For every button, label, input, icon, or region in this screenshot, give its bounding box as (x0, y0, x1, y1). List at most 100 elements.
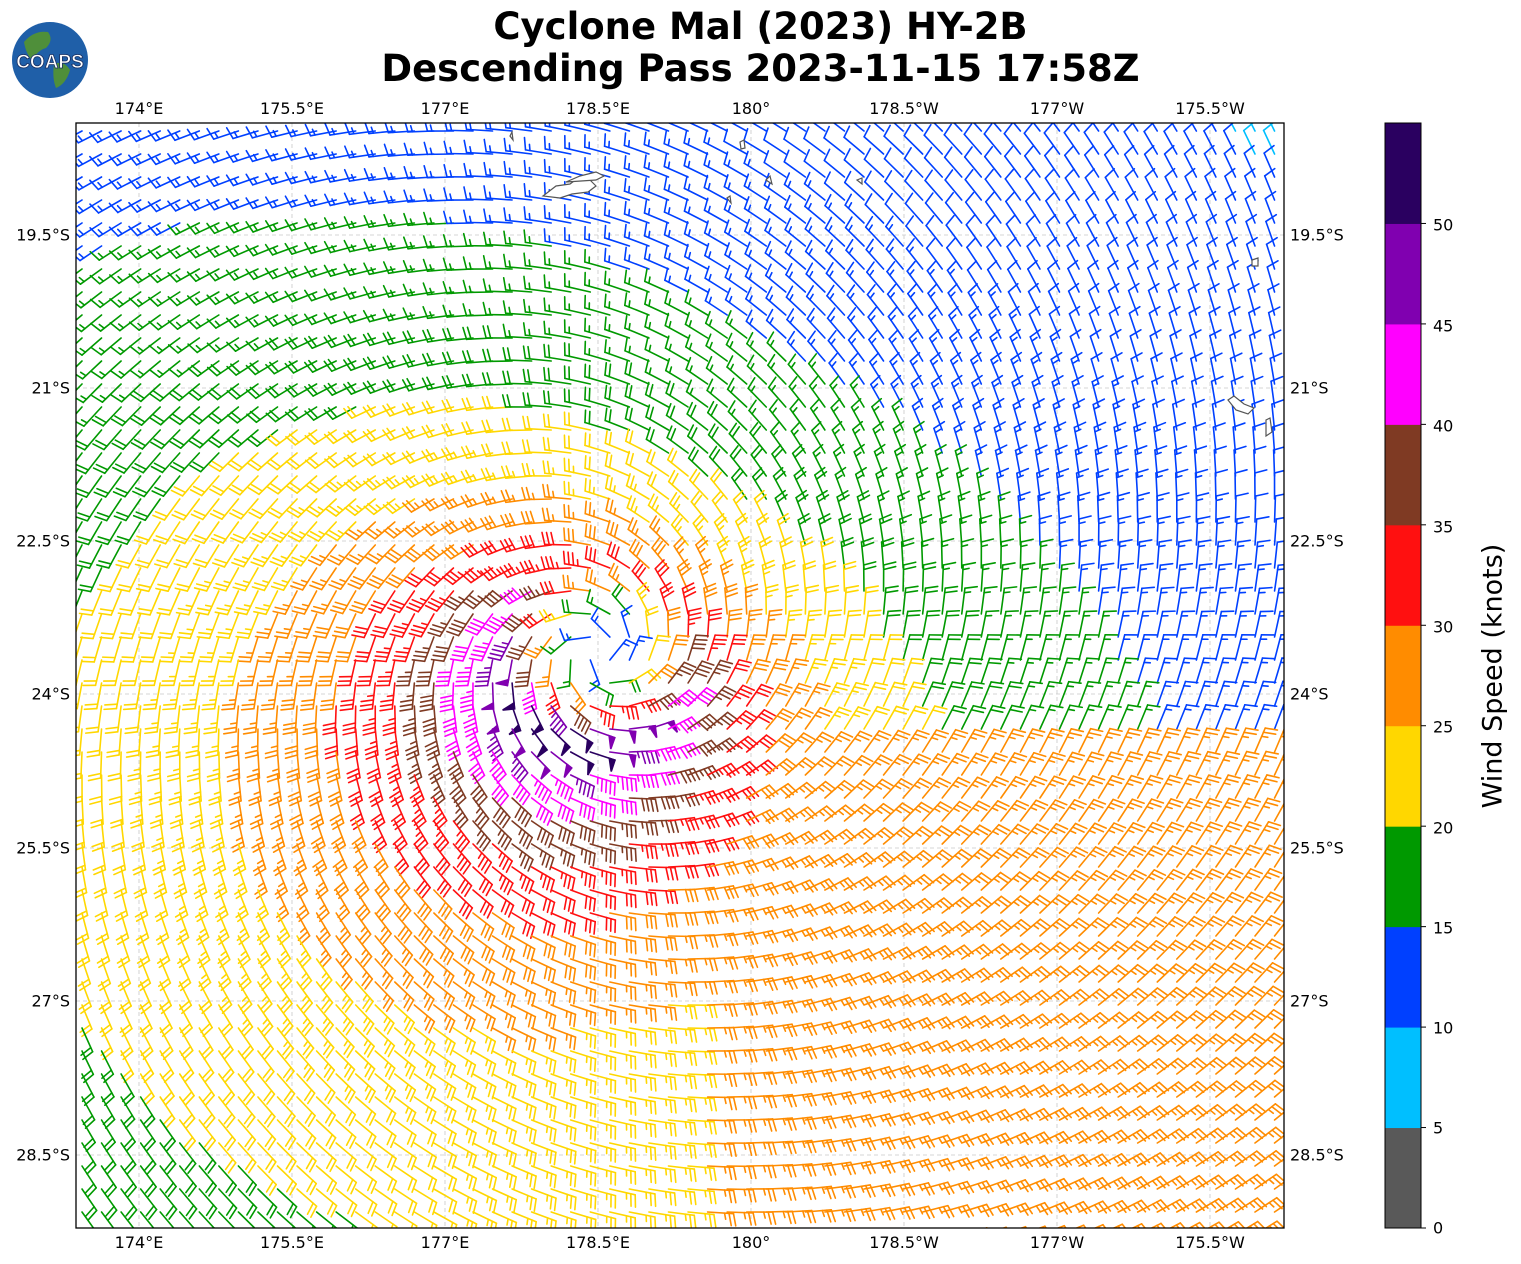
wind-barb (167, 176, 201, 189)
wind-barb-full (291, 556, 305, 563)
wind-barb-full (593, 548, 597, 563)
wind-barb-half (79, 324, 86, 330)
wind-barb (1044, 168, 1061, 201)
wind-barb (422, 544, 455, 562)
wind-barb-full (481, 372, 487, 386)
wind-barb (704, 265, 728, 293)
wind-barb-half (331, 127, 336, 136)
wind-barb-full (605, 519, 611, 534)
wind-barb-full (132, 490, 145, 498)
wind-barb (76, 199, 103, 215)
wind-barb-full (976, 467, 989, 475)
wind-barb-full (486, 348, 492, 363)
wind-barb-staff (1084, 176, 1100, 201)
wind-barb-staff (783, 138, 807, 155)
wind-barb-half (1010, 313, 1017, 320)
wind-barb-half (77, 158, 84, 165)
wind-barb-full (1024, 168, 1035, 180)
wind-barb (805, 285, 826, 316)
wind-barb-half (233, 272, 240, 279)
wind-barb-staff (1012, 123, 1022, 132)
wind-barb-full (135, 587, 150, 593)
wind-barb-full (265, 125, 273, 138)
wind-barb-full (521, 462, 527, 477)
wind-barb-full (52, 277, 62, 285)
wind-barb-full (684, 108, 686, 120)
wind-barb-full (763, 127, 769, 141)
wind-barb-half (1011, 359, 1019, 365)
wind-barb-full (1236, 515, 1250, 520)
wind-barb-half (836, 474, 843, 480)
wind-barb-half (628, 254, 631, 263)
wind-barb-half (311, 245, 317, 253)
wind-barb-full (115, 563, 129, 569)
wind-barb-full (903, 147, 912, 160)
wind-barb (206, 291, 240, 306)
wind-barb-full (307, 559, 321, 567)
wind-barb-staff (1183, 153, 1198, 178)
wind-barb-staff (1123, 153, 1139, 178)
wind-barb-full (1045, 214, 1057, 225)
wind-barb-full (927, 283, 938, 295)
wind-barb-full (323, 240, 332, 254)
wind-barb-half (472, 450, 477, 458)
wind-barb-half (769, 339, 775, 347)
wind-barb-full (1175, 492, 1190, 497)
wind-barb (167, 245, 201, 259)
wind-barb (186, 291, 220, 306)
wind-barb-staff (923, 134, 944, 155)
wind-barb (683, 129, 709, 155)
wind-barb-full (383, 190, 390, 204)
wind-barb (382, 308, 416, 322)
wind-barb-staff (972, 123, 983, 132)
wind-barb-half (272, 271, 278, 278)
wind-barb-full (543, 228, 546, 243)
wind-barb-half (331, 151, 336, 159)
wind-barb-full (363, 286, 371, 299)
wind-barb-half (958, 497, 966, 502)
wind-barb (654, 559, 670, 592)
wind-barb (726, 355, 748, 385)
wind-barb (1264, 190, 1277, 224)
wind-barb-full (284, 148, 293, 161)
wind-barb (725, 310, 748, 339)
wind-barb-staff (1183, 130, 1198, 155)
wind-barb-half (60, 278, 65, 282)
wind-barb-full (523, 229, 527, 244)
wind-barb-full (550, 531, 555, 546)
wind-barb (89, 176, 122, 191)
wind-barb-half (409, 194, 414, 203)
wind-barb (703, 197, 728, 224)
wind-barb-half (97, 181, 103, 189)
wind-barb-half (1016, 474, 1024, 479)
wind-barb-half (468, 285, 472, 294)
wind-barb-full (96, 487, 110, 495)
wind-barb-full (192, 485, 206, 493)
wind-barb-full (588, 547, 593, 562)
wind-barb-full (763, 150, 770, 164)
wind-barb-full (963, 146, 973, 158)
wind-barb-half (809, 316, 815, 323)
wind-barb-full (503, 137, 507, 152)
wind-barb-full (704, 107, 707, 119)
wind-barb-full (811, 421, 822, 432)
wind-barb (383, 213, 416, 228)
wind-barb-half (888, 224, 894, 231)
wind-barb-full (1087, 259, 1099, 270)
wind-barb-full (603, 247, 607, 262)
wind-barb-half (409, 241, 414, 250)
wind-barb (684, 289, 709, 316)
wind-barb (1242, 123, 1256, 155)
wind-barb-full (643, 177, 647, 192)
wind-barb-full (206, 318, 217, 329)
wind-barb-full (506, 370, 511, 385)
wind-barb-full (1249, 352, 1263, 360)
wind-barb (905, 215, 924, 247)
wind-barb-half (935, 451, 943, 457)
wind-barb-full (225, 221, 235, 234)
wind-barb-full (311, 580, 325, 587)
wind-barb-half (508, 144, 512, 153)
wind-barb-staff (1146, 244, 1159, 270)
wind-barb (543, 274, 572, 293)
wind-barb-full (206, 294, 217, 306)
